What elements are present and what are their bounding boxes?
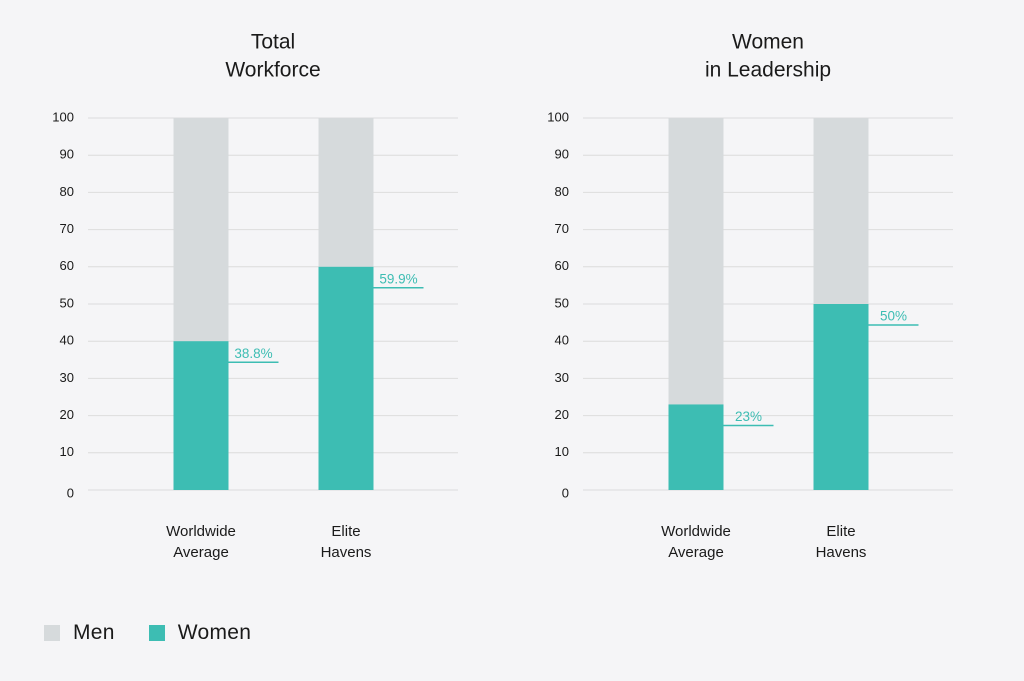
y-tick-label: 60 <box>60 258 74 273</box>
category-label: Elite <box>331 523 360 540</box>
bar-men <box>668 118 724 405</box>
y-tick-label: 80 <box>555 184 569 199</box>
category-label: Worldwide <box>166 523 236 540</box>
category-label: Elite <box>826 523 855 540</box>
data-label: 38.8% <box>234 346 272 361</box>
category-label: Worldwide <box>661 523 731 540</box>
y-tick-label: 80 <box>60 184 74 199</box>
y-tick-label: 100 <box>52 109 74 124</box>
y-tick-label: 90 <box>60 147 74 162</box>
bar-men <box>318 118 374 267</box>
y-tick-label: 90 <box>555 147 569 162</box>
category-label: Havens <box>321 544 372 561</box>
chart-title-line: in Leadership <box>705 59 831 82</box>
chart-title-line: Total <box>251 31 295 54</box>
legend-label-men: Men <box>73 621 115 644</box>
chart-title-line: Women <box>732 31 804 54</box>
legend-item-women: Women <box>148 621 252 645</box>
y-tick-label: 0 <box>67 485 74 500</box>
legend: Men Women <box>44 619 285 647</box>
category-label: Average <box>173 544 229 561</box>
y-tick-label: 30 <box>60 370 74 385</box>
y-tick-label: 10 <box>555 444 569 459</box>
y-tick-label: 50 <box>60 295 74 310</box>
chart-2: Women in Leadership 0 10 20 30 40 50 60 70 80 90 100… <box>547 31 953 561</box>
bar-men <box>173 118 229 342</box>
data-label: 23% <box>735 409 762 424</box>
y-tick-label: 0 <box>562 485 569 500</box>
charts-canvas: TotalWorkforce010203040506070809010038.8… <box>52 31 953 561</box>
y-tick-label: 100 <box>547 109 569 124</box>
y-tick-label: 20 <box>555 407 569 422</box>
data-label: 59.9% <box>379 271 417 286</box>
category-label: Havens <box>816 544 867 561</box>
bar-women <box>668 404 724 490</box>
y-tick-label: 50 <box>555 295 569 310</box>
bar-women <box>173 341 229 490</box>
legend-swatch-women <box>148 625 165 641</box>
y-tick-label: 70 <box>60 221 74 236</box>
chart-title-line: Workforce <box>225 59 320 82</box>
legend-swatch-men <box>44 625 60 641</box>
data-label: 50% <box>880 309 907 324</box>
y-tick-label: 40 <box>60 333 74 348</box>
y-tick-label: 30 <box>555 370 569 385</box>
y-tick-label: 70 <box>555 221 569 236</box>
legend-label-women: Women <box>177 621 252 644</box>
y-tick-label: 40 <box>555 333 569 348</box>
legend-item-men: Men <box>44 621 115 645</box>
category-label: Average <box>668 544 724 561</box>
y-tick-label: 60 <box>555 258 569 273</box>
y-tick-label: 20 <box>60 407 74 422</box>
bar-men <box>813 118 869 304</box>
chart-1: Total Workforce 0 10 20 30 40 50 60 70 80 90 100 38.8… <box>52 31 458 561</box>
bar-women <box>318 266 374 490</box>
y-tick-label: 10 <box>60 444 74 459</box>
bar-women <box>813 304 869 490</box>
